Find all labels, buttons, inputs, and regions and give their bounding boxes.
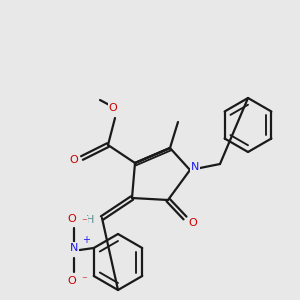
Text: O: O <box>68 276 76 286</box>
Text: H: H <box>86 215 94 225</box>
Text: ⁻: ⁻ <box>81 217 87 227</box>
Text: O: O <box>109 103 117 113</box>
Text: O: O <box>68 214 76 224</box>
Text: O: O <box>189 218 197 228</box>
Text: O: O <box>70 155 78 165</box>
Text: N: N <box>191 162 199 172</box>
Text: +: + <box>82 235 90 245</box>
Text: N: N <box>70 243 78 253</box>
Text: ⁻: ⁻ <box>81 275 87 285</box>
